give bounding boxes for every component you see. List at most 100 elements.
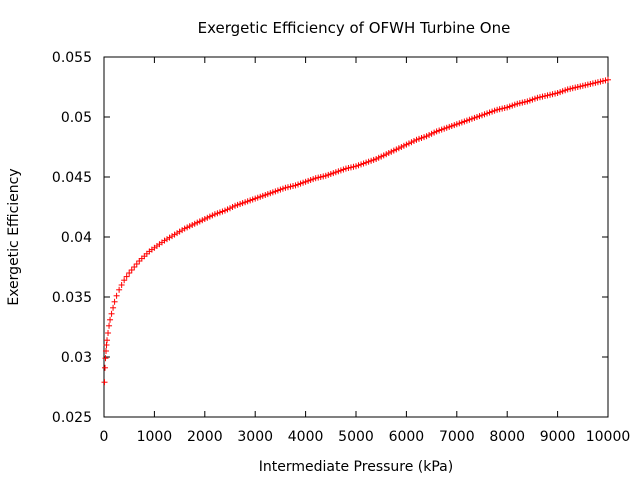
data-point — [413, 136, 420, 143]
data-point — [116, 286, 123, 293]
data-point — [300, 179, 307, 186]
data-point — [196, 218, 203, 225]
data-point — [216, 209, 223, 216]
data-point — [184, 224, 191, 231]
y-tick-label: 0.025 — [52, 410, 92, 426]
data-point — [232, 202, 239, 209]
data-point — [284, 184, 291, 191]
x-tick-label: 6000 — [389, 429, 425, 445]
data-point — [416, 135, 422, 142]
data-point — [118, 282, 125, 288]
chart-title: Exergetic Efficiency of OFWH Turbine One — [198, 19, 511, 37]
data-point — [599, 78, 606, 84]
data-point — [181, 225, 188, 232]
data-point — [104, 337, 111, 344]
data-point — [111, 298, 118, 305]
data-point — [569, 85, 576, 92]
data-point — [252, 195, 259, 202]
data-point — [579, 82, 586, 89]
data-point — [534, 94, 541, 101]
data-point — [524, 98, 531, 105]
data-point — [446, 123, 453, 130]
data-point — [209, 212, 216, 219]
data-point — [287, 183, 294, 190]
data-point — [259, 192, 266, 199]
plot-frame — [103, 56, 609, 418]
data-point — [577, 83, 584, 90]
data-point — [290, 183, 296, 189]
data-point — [542, 93, 548, 99]
data-point — [519, 99, 526, 106]
data-point — [189, 222, 196, 228]
data-point — [101, 379, 108, 386]
data-point — [262, 192, 269, 198]
data-point — [234, 201, 241, 208]
x-tick-label: 10000 — [586, 429, 631, 445]
data-point — [572, 84, 579, 91]
data-point — [426, 132, 433, 138]
data-point — [295, 181, 302, 188]
data-point — [121, 277, 128, 284]
data-point — [547, 91, 554, 98]
data-point — [347, 164, 354, 171]
data-point — [479, 112, 485, 119]
data-point — [552, 90, 559, 97]
x-tick-label: 5000 — [338, 429, 374, 445]
data-point — [302, 178, 309, 185]
data-point — [191, 220, 198, 227]
data-point — [516, 100, 523, 107]
x-tick-label: 3000 — [237, 429, 273, 445]
data-point — [375, 154, 382, 161]
data-point — [453, 121, 460, 128]
data-point — [385, 150, 392, 156]
data-point — [103, 342, 110, 348]
x-axis-label: Intermediate Pressure (kPa) — [259, 459, 453, 475]
data-point — [536, 94, 543, 101]
data-point — [393, 146, 400, 153]
data-point — [476, 113, 483, 120]
data-point — [229, 204, 236, 210]
data-point — [269, 189, 276, 196]
y-tick-label: 0.045 — [52, 170, 92, 186]
data-point — [110, 304, 117, 311]
data-point — [574, 84, 581, 90]
data-point — [489, 108, 496, 115]
x-tick-label: 1000 — [137, 429, 173, 445]
data-point — [395, 145, 402, 152]
data-point — [107, 316, 114, 323]
data-point — [206, 213, 213, 220]
data-point — [307, 177, 314, 183]
data-point — [501, 105, 508, 111]
data-point — [113, 292, 120, 299]
data-point — [594, 79, 601, 86]
x-tick-label: 0 — [100, 429, 109, 445]
data-point — [481, 111, 488, 118]
data-point — [421, 134, 428, 141]
data-point — [531, 95, 538, 102]
data-point — [264, 191, 271, 198]
data-point — [388, 148, 395, 155]
data-point — [562, 87, 569, 94]
y-tick-label: 0.04 — [61, 230, 92, 246]
data-point — [279, 185, 286, 192]
y-tick-label: 0.035 — [52, 290, 92, 306]
data-point — [224, 206, 231, 213]
data-point — [358, 161, 365, 168]
data-point — [350, 163, 357, 170]
data-point — [529, 96, 536, 103]
data-point — [257, 193, 264, 200]
data-point — [403, 141, 410, 148]
data-point — [428, 130, 435, 137]
data-point — [368, 157, 375, 164]
data-point — [353, 163, 359, 170]
data-point — [418, 135, 425, 141]
data-point — [509, 102, 516, 109]
data-point — [365, 158, 372, 165]
data-point — [473, 114, 480, 120]
data-point — [539, 93, 546, 100]
data-point — [597, 78, 604, 85]
x-tick-label: 2000 — [187, 429, 223, 445]
data-point — [456, 120, 463, 127]
data-point — [605, 76, 611, 83]
